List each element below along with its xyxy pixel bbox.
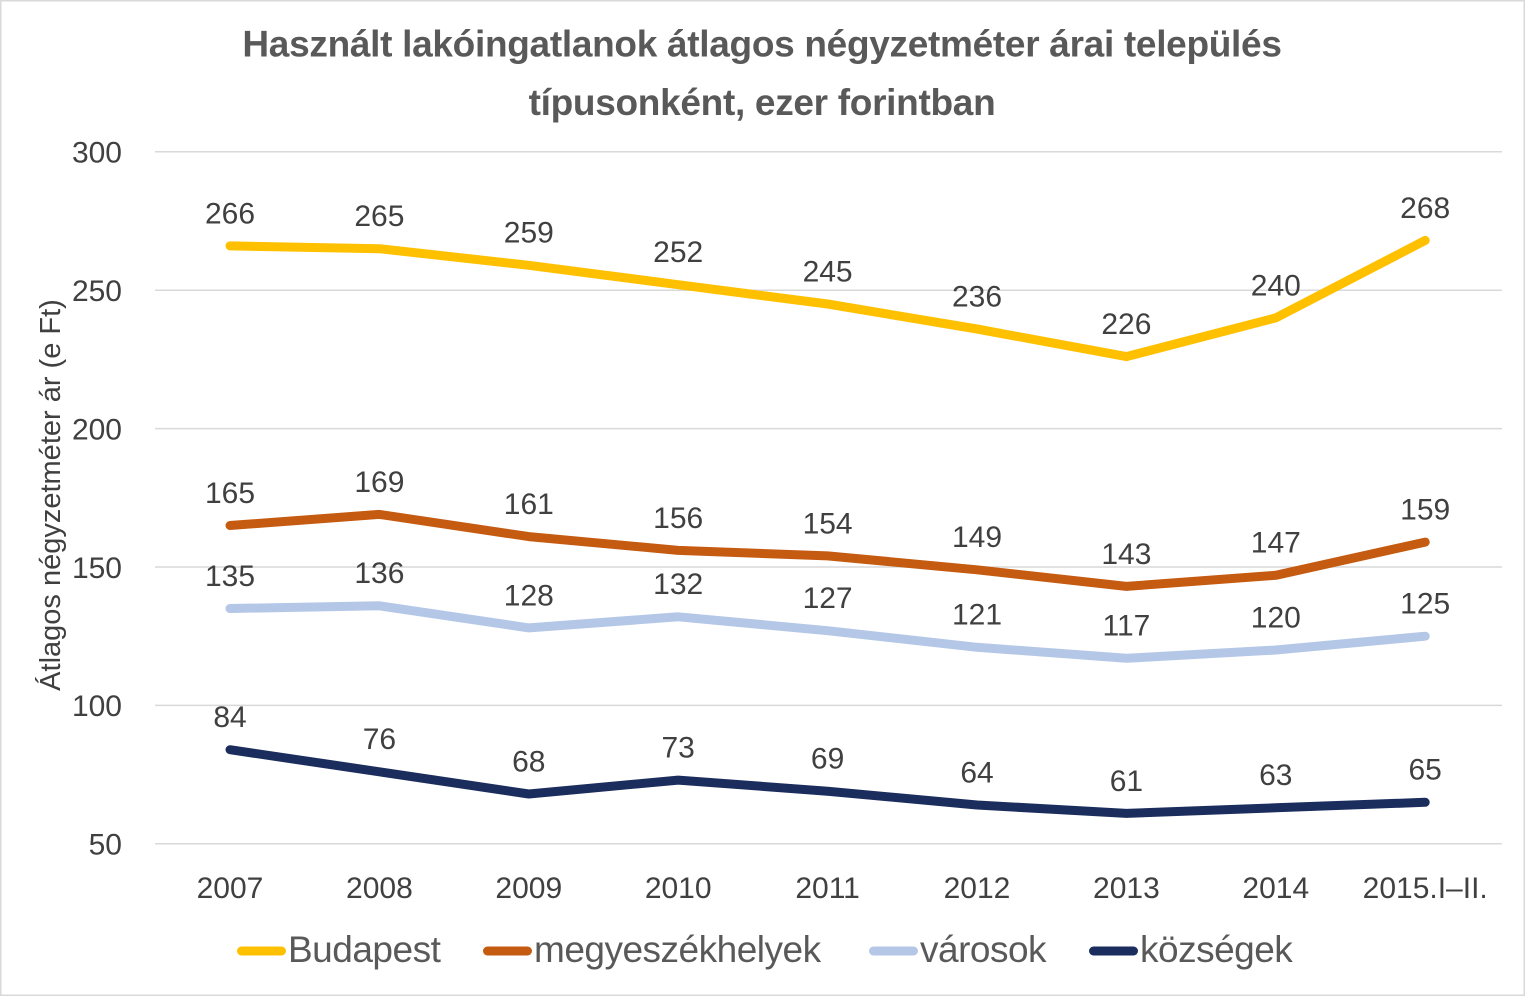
svg-text:252: 252 bbox=[653, 236, 703, 269]
svg-text:községek: községek bbox=[1140, 929, 1293, 970]
svg-text:2011: 2011 bbox=[795, 872, 860, 905]
svg-text:városok: városok bbox=[920, 929, 1047, 970]
svg-text:259: 259 bbox=[504, 217, 554, 250]
svg-text:154: 154 bbox=[803, 507, 853, 540]
svg-text:50: 50 bbox=[89, 829, 122, 862]
svg-text:Budapest: Budapest bbox=[288, 929, 442, 970]
svg-text:245: 245 bbox=[803, 255, 853, 288]
svg-text:268: 268 bbox=[1400, 192, 1450, 225]
svg-text:159: 159 bbox=[1400, 494, 1450, 527]
svg-text:300: 300 bbox=[72, 137, 122, 170]
svg-text:236: 236 bbox=[952, 280, 1002, 313]
svg-text:125: 125 bbox=[1400, 588, 1450, 621]
svg-text:64: 64 bbox=[960, 756, 993, 789]
svg-text:128: 128 bbox=[504, 579, 554, 612]
svg-text:63: 63 bbox=[1259, 759, 1292, 792]
svg-text:2010: 2010 bbox=[645, 872, 712, 905]
svg-text:149: 149 bbox=[952, 521, 1002, 554]
svg-text:73: 73 bbox=[662, 732, 695, 765]
svg-text:121: 121 bbox=[952, 599, 1002, 632]
svg-text:150: 150 bbox=[72, 552, 122, 585]
svg-text:240: 240 bbox=[1251, 269, 1301, 302]
svg-text:100: 100 bbox=[72, 690, 122, 723]
svg-text:61: 61 bbox=[1110, 765, 1143, 798]
svg-text:68: 68 bbox=[512, 745, 545, 778]
svg-text:69: 69 bbox=[811, 743, 844, 776]
svg-text:250: 250 bbox=[72, 275, 122, 308]
svg-text:2008: 2008 bbox=[346, 872, 413, 905]
svg-text:169: 169 bbox=[354, 466, 404, 499]
svg-text:161: 161 bbox=[504, 488, 554, 521]
svg-text:117: 117 bbox=[1102, 610, 1150, 643]
svg-text:típusonként, ezer forintban: típusonként, ezer forintban bbox=[529, 82, 996, 123]
svg-text:84: 84 bbox=[213, 701, 246, 734]
svg-text:147: 147 bbox=[1251, 527, 1301, 560]
svg-text:megyeszékhelyek: megyeszékhelyek bbox=[534, 929, 822, 970]
svg-text:2007: 2007 bbox=[197, 872, 264, 905]
svg-text:156: 156 bbox=[653, 502, 703, 535]
svg-text:2014: 2014 bbox=[1242, 872, 1309, 905]
svg-text:127: 127 bbox=[803, 582, 853, 615]
svg-text:136: 136 bbox=[354, 557, 404, 590]
svg-text:76: 76 bbox=[363, 723, 396, 756]
svg-text:266: 266 bbox=[205, 197, 255, 230]
svg-text:2013: 2013 bbox=[1093, 872, 1160, 905]
svg-text:Átlagos négyzetméter ár (e Ft): Átlagos négyzetméter ár (e Ft) bbox=[34, 299, 67, 691]
svg-text:165: 165 bbox=[205, 477, 255, 510]
svg-text:200: 200 bbox=[72, 413, 122, 446]
svg-text:265: 265 bbox=[354, 200, 404, 233]
svg-text:2015.I–II.: 2015.I–II. bbox=[1363, 872, 1488, 905]
svg-text:226: 226 bbox=[1101, 308, 1151, 341]
svg-text:2009: 2009 bbox=[495, 872, 562, 905]
svg-text:120: 120 bbox=[1251, 601, 1301, 634]
svg-text:132: 132 bbox=[653, 568, 703, 601]
svg-text:2012: 2012 bbox=[944, 872, 1011, 905]
svg-text:135: 135 bbox=[205, 560, 255, 593]
svg-text:143: 143 bbox=[1101, 538, 1151, 571]
svg-text:Használt lakóingatlanok átlago: Használt lakóingatlanok átlagos négyzetm… bbox=[242, 24, 1281, 65]
svg-text:65: 65 bbox=[1409, 754, 1442, 787]
